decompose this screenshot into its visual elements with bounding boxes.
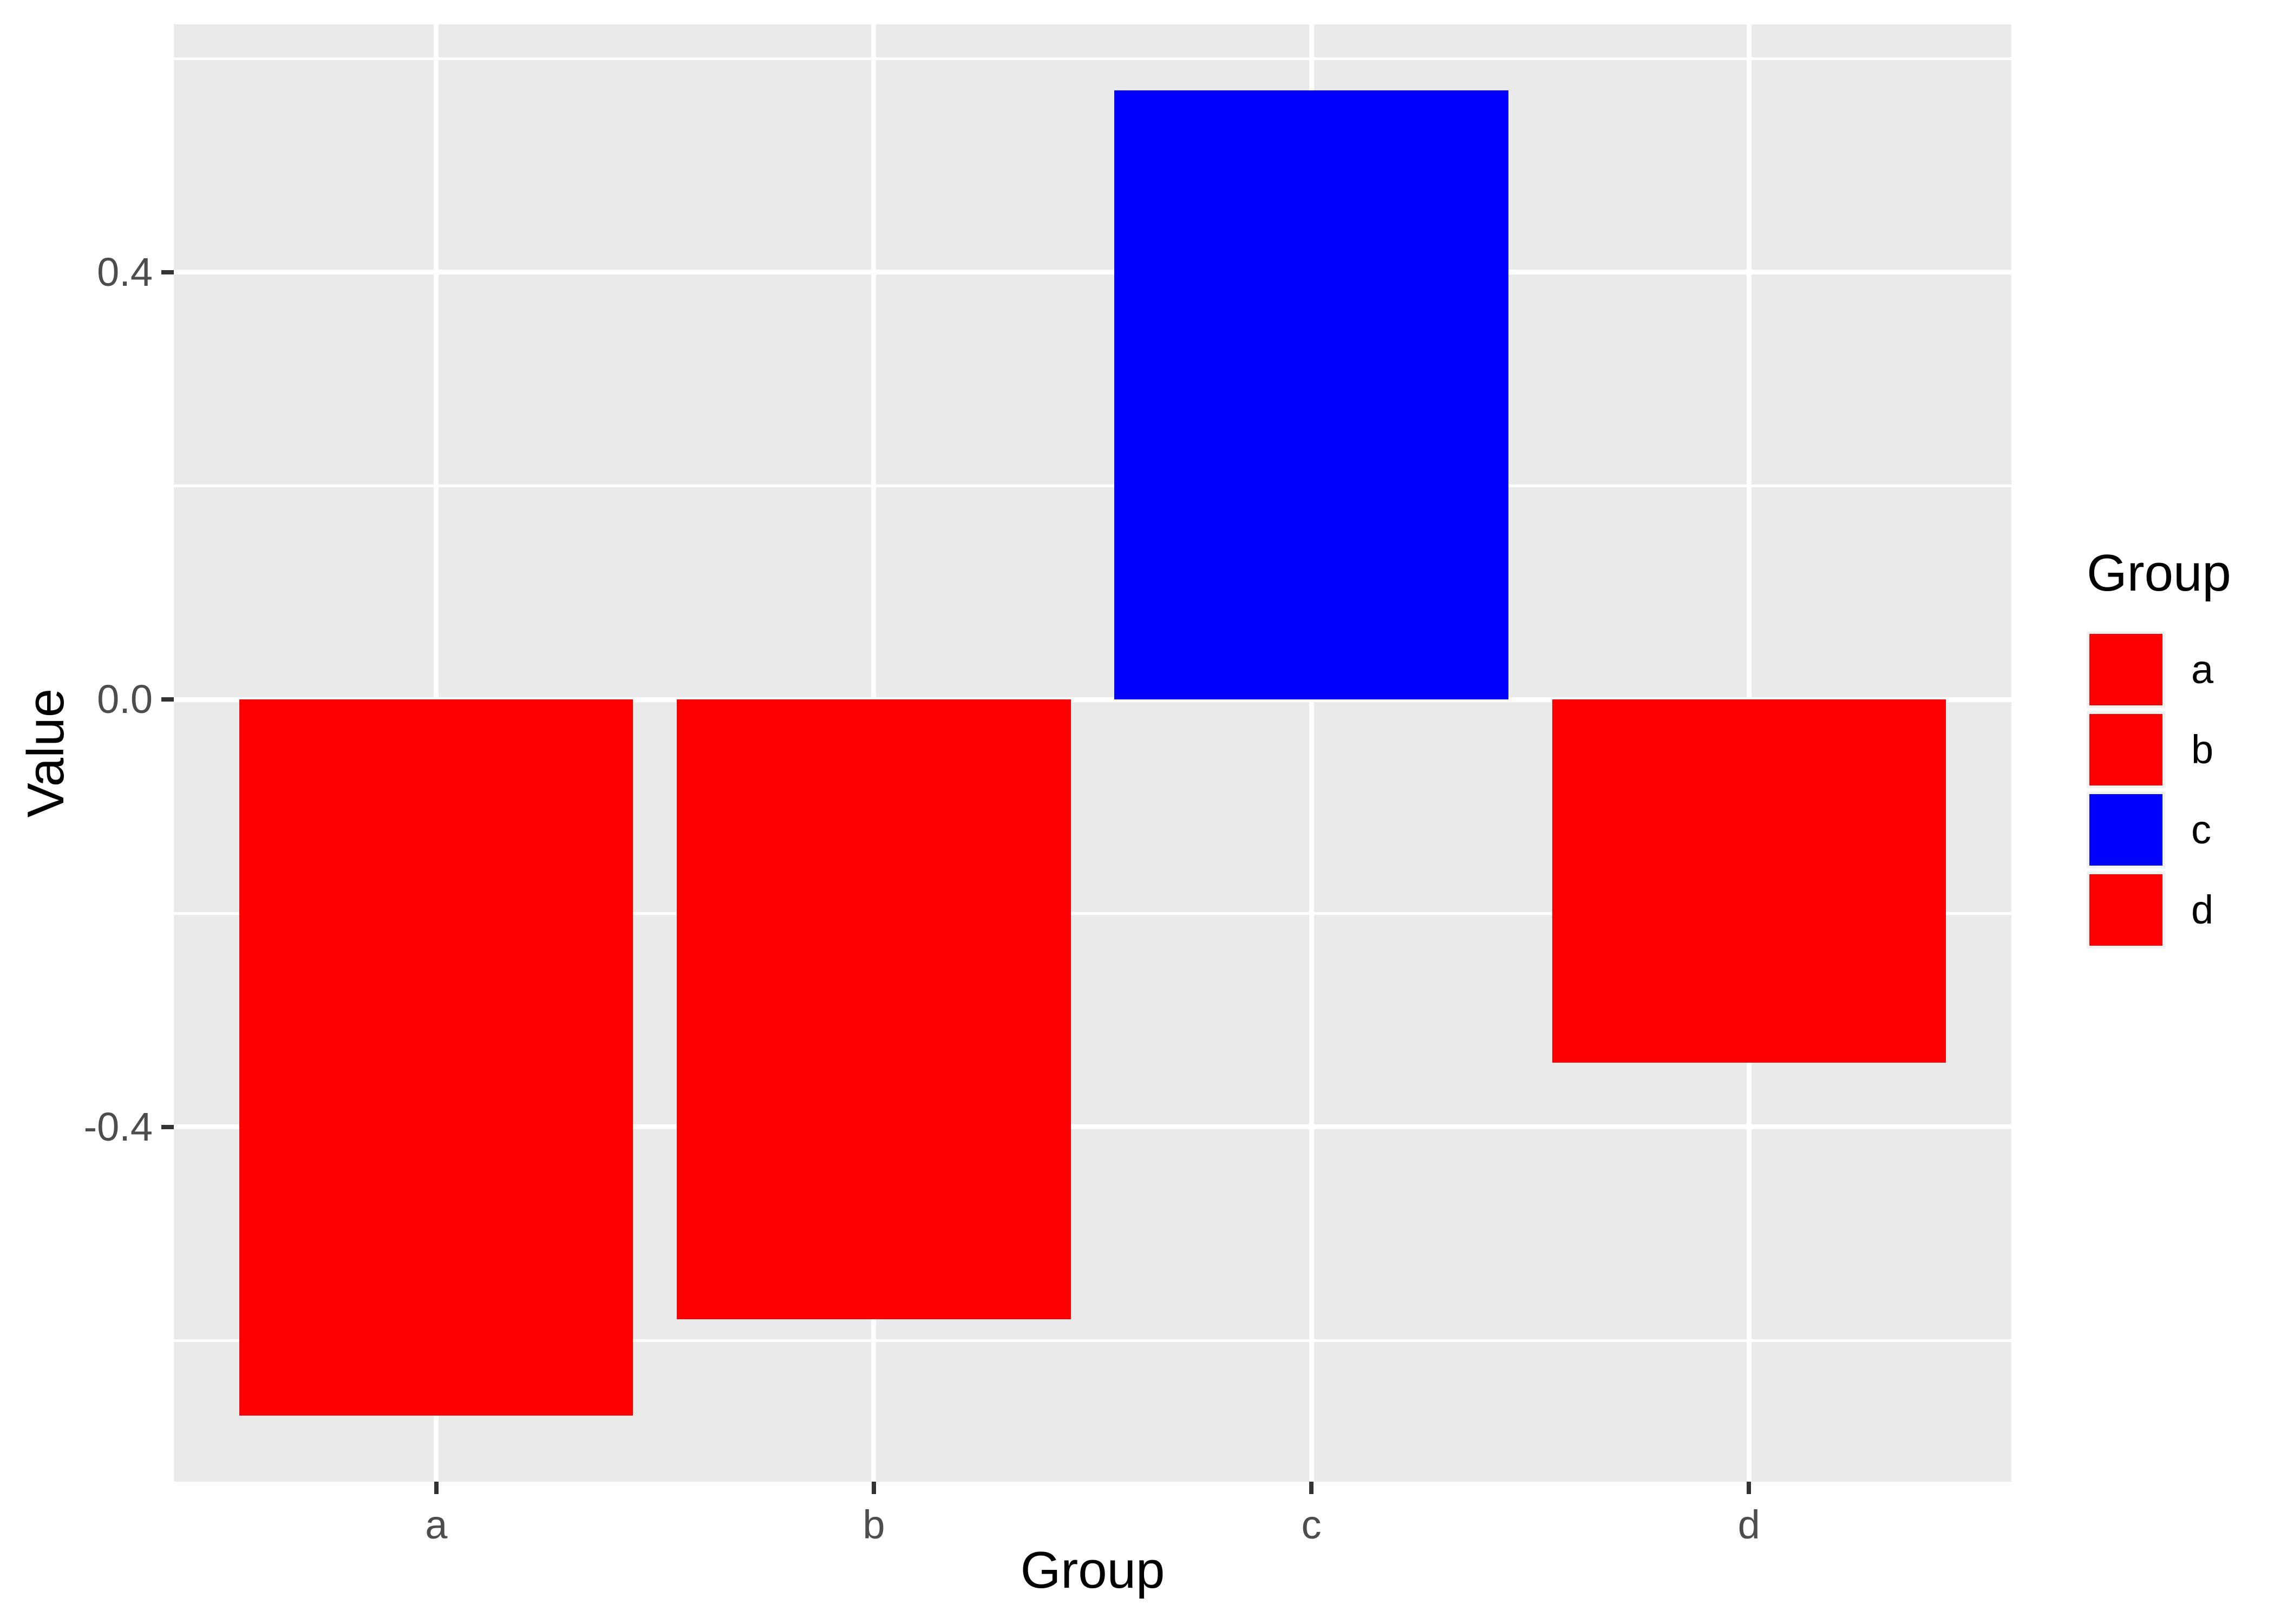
x-tick-mark: [1309, 1482, 1314, 1494]
legend-swatch-b: [2089, 714, 2162, 785]
x-tick-label-c: c: [1301, 1502, 1322, 1547]
x-tick-mark: [434, 1482, 439, 1494]
legend-key-a: [2087, 631, 2165, 708]
y-tick-label-0.0: 0.0: [97, 677, 153, 722]
gridline-major: [174, 270, 2011, 275]
gridline-minor: [174, 912, 2011, 915]
legend-label-d: d: [2191, 887, 2214, 932]
legend-label-c: c: [2191, 807, 2211, 852]
legend-label-b: b: [2191, 727, 2214, 772]
legend-entry-b: b: [2087, 711, 2274, 788]
x-tick-label-b: b: [862, 1502, 885, 1547]
legend-swatch-d: [2089, 874, 2162, 946]
x-tick-mark: [871, 1482, 876, 1494]
legend-key-d: [2087, 872, 2165, 948]
legend-label-a: a: [2191, 647, 2214, 692]
y-axis-title: Value: [17, 688, 75, 818]
legend-entry-a: a: [2087, 631, 2274, 708]
y-tick-mark: [161, 697, 174, 702]
gridline-major: [174, 1124, 2011, 1130]
legend-swatch-c: [2089, 794, 2162, 866]
plot-panel: [174, 24, 2011, 1482]
legend-title: Group: [2087, 544, 2231, 602]
gridline-minor: [174, 57, 2011, 60]
y-tick-mark: [161, 270, 174, 274]
bar-b: [677, 699, 1071, 1319]
gridline-major: [174, 697, 2011, 702]
y-tick-label--0.4: -0.4: [83, 1104, 153, 1149]
y-tick-label-0.4: 0.4: [97, 249, 153, 294]
legend-entry-d: d: [2087, 872, 2274, 948]
x-tick-mark: [1747, 1482, 1752, 1494]
x-tick-label-a: a: [425, 1502, 448, 1547]
x-tick-label-d: d: [1737, 1502, 1760, 1547]
bar-c: [1114, 90, 1508, 700]
legend-key-b: [2087, 711, 2165, 788]
y-tick-mark: [161, 1124, 174, 1129]
bar-d: [1552, 699, 1946, 1063]
gridline-major-vertical: [1309, 24, 1314, 1482]
legend-entry-c: c: [2087, 791, 2274, 868]
legend-key-c: [2087, 791, 2165, 868]
gridline-minor: [174, 484, 2011, 488]
bar-a: [239, 699, 633, 1416]
x-axis-title: Group: [1020, 1541, 1165, 1599]
legend-swatch-a: [2089, 634, 2162, 705]
gridline-minor: [174, 1339, 2011, 1342]
